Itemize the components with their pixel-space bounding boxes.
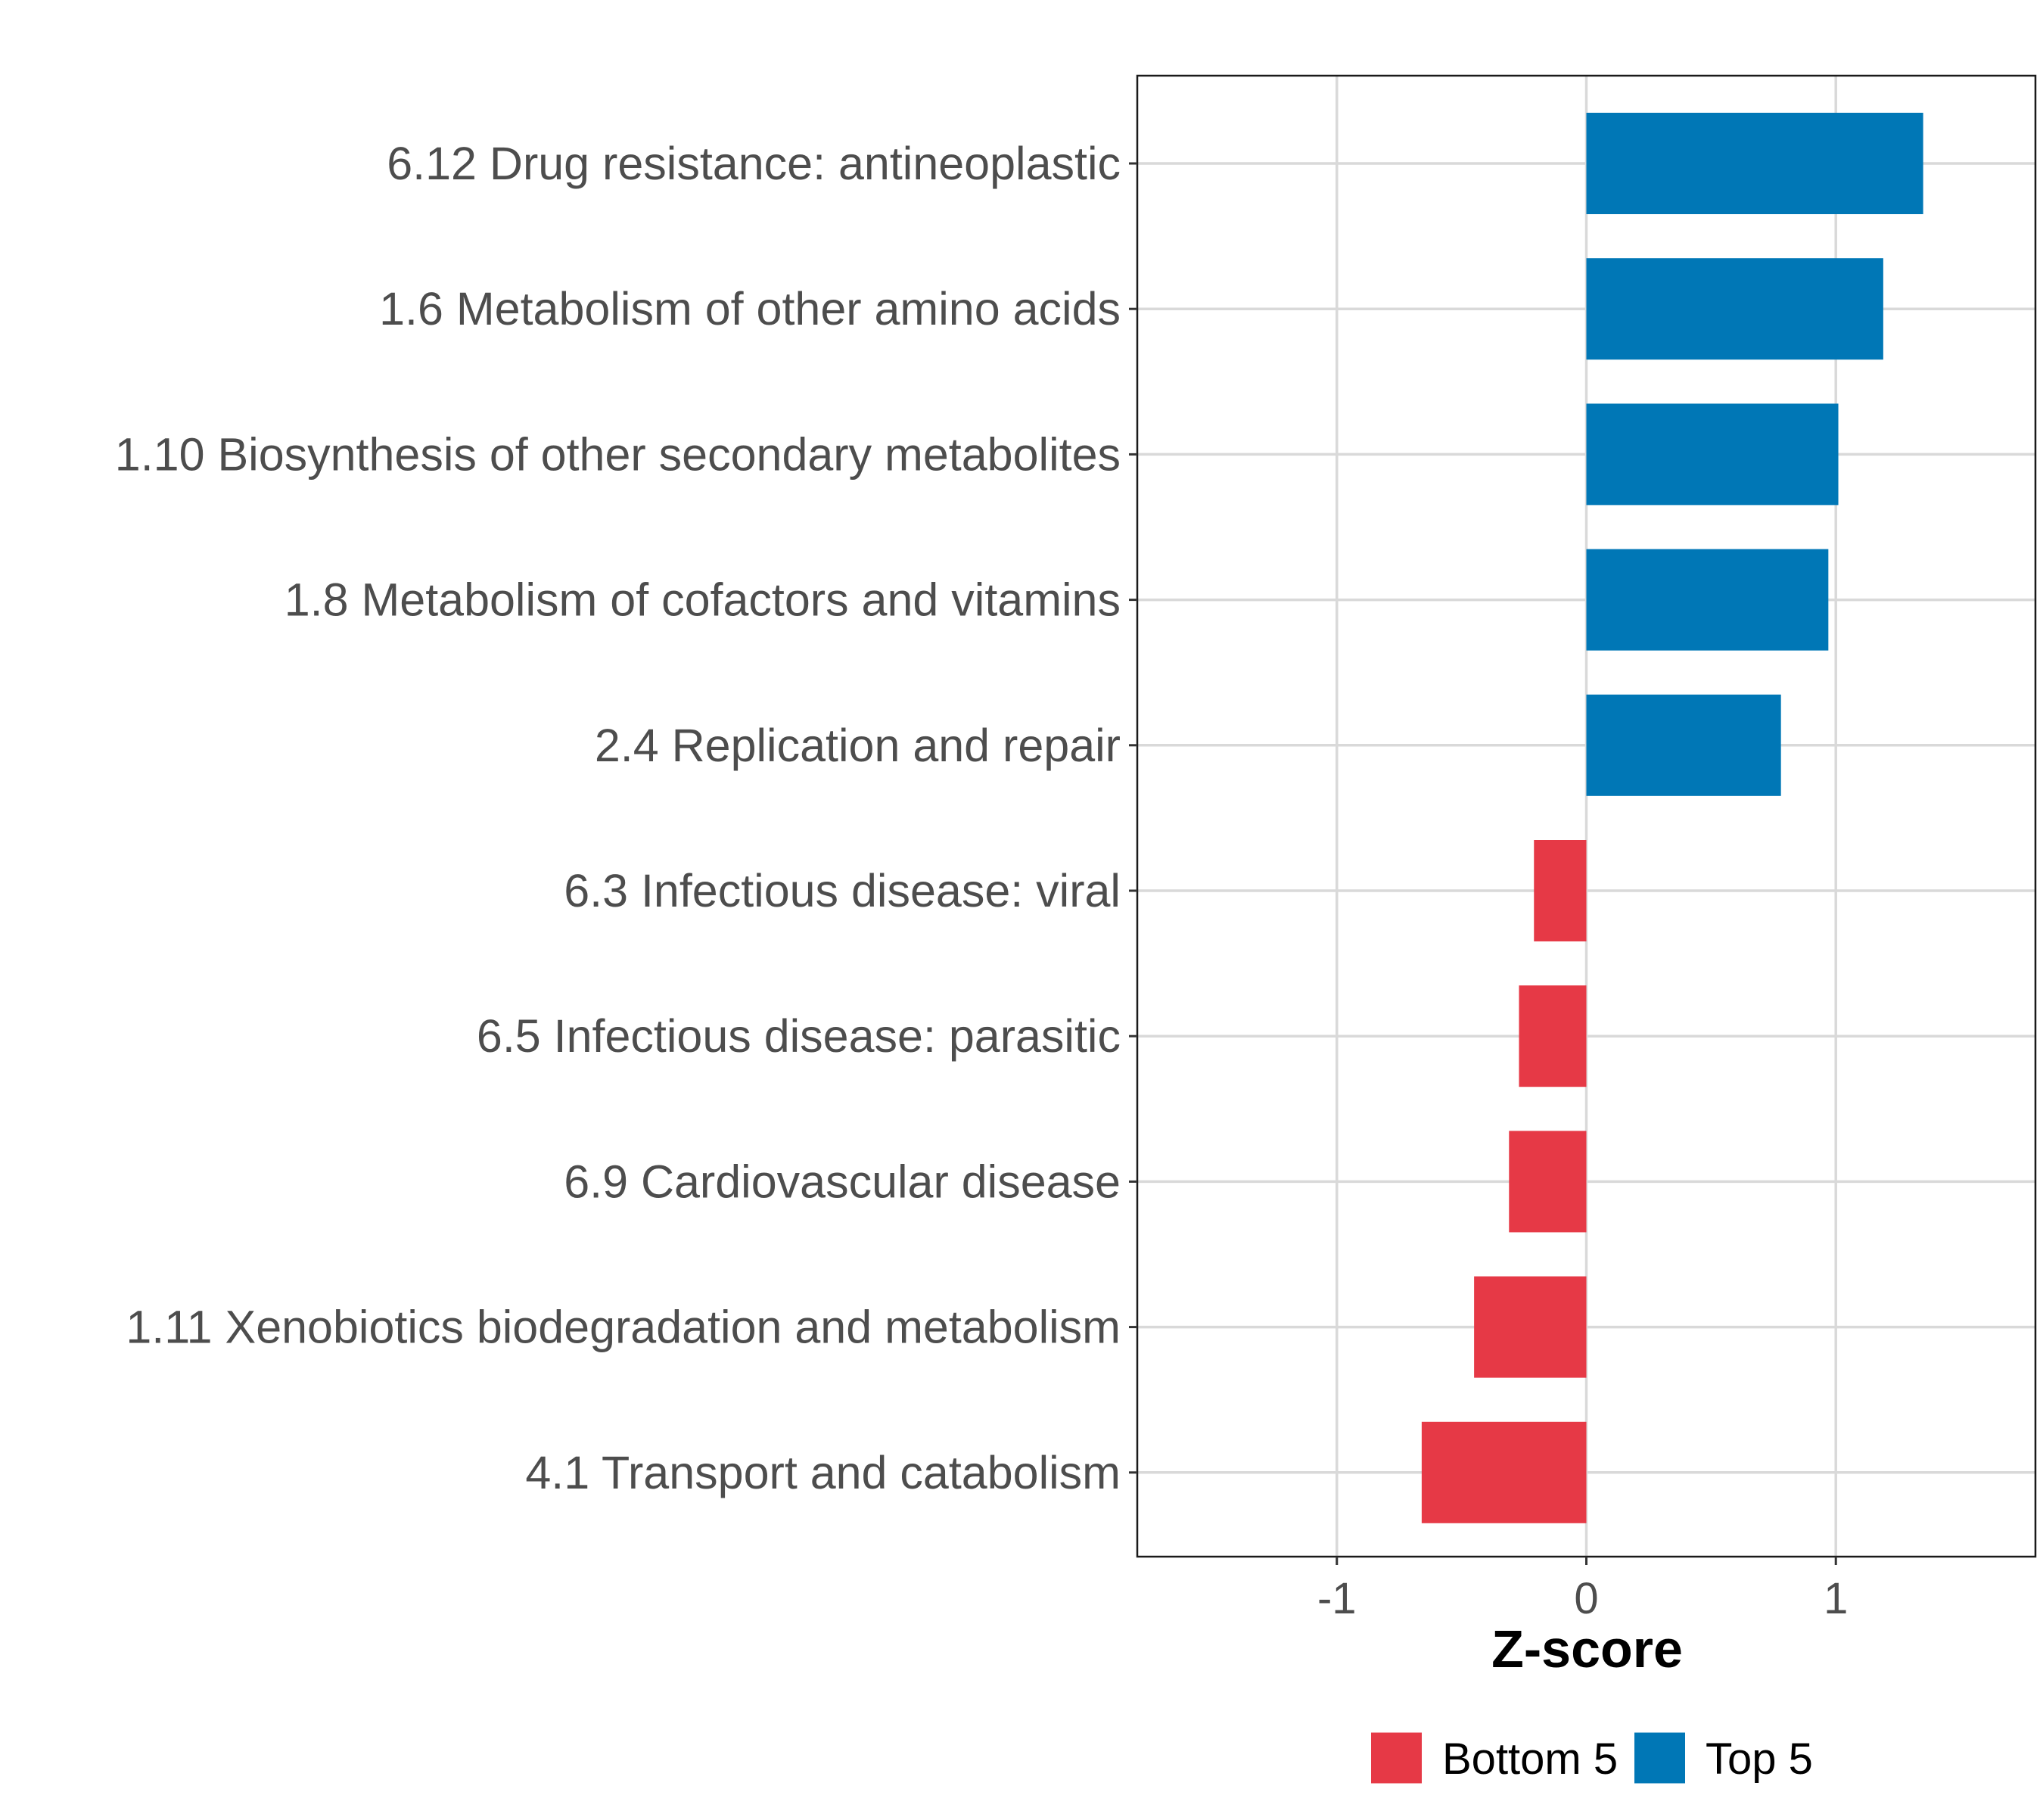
y-tick-label: 1.10 Biosynthesis of other secondary met… [115, 428, 1121, 480]
legend: Bottom 5 Top 5 [1371, 1732, 1813, 1784]
y-tick-label: 2.4 Replication and repair [595, 720, 1121, 771]
bar [1474, 1276, 1587, 1378]
bar [1586, 113, 1923, 214]
x-tick-label: 1 [1824, 1574, 1848, 1623]
axes: 6.12 Drug resistance: antineoplastic 1.6 … [115, 138, 1849, 1623]
y-tick-label: 6.3 Infectious disease: viral [564, 865, 1121, 916]
bar [1586, 258, 1883, 360]
y-tick-label: 1.6 Metabolism of other amino acids [379, 283, 1121, 334]
bars [1421, 113, 1923, 1523]
y-tick-label: 4.1 Transport and catabolism [525, 1447, 1121, 1498]
bar [1586, 549, 1829, 651]
bar [1509, 1131, 1587, 1233]
x-tick-label: -1 [1317, 1574, 1357, 1623]
legend-label: Top 5 [1706, 1734, 1813, 1784]
y-tick-label: 6.5 Infectious disease: parasitic [477, 1010, 1121, 1062]
legend-key [1371, 1732, 1422, 1784]
y-tick-label: 6.12 Drug resistance: antineoplastic [387, 138, 1121, 189]
y-tick-label: 1.11 Xenobiotics biodegradation and meta… [126, 1302, 1121, 1353]
bar [1534, 840, 1587, 941]
bar [1586, 694, 1781, 796]
legend-label: Bottom 5 [1442, 1734, 1618, 1784]
bar [1519, 985, 1587, 1087]
x-tick-label: 0 [1574, 1574, 1598, 1623]
bar [1586, 403, 1839, 506]
bar [1421, 1421, 1587, 1523]
y-tick-label: 6.9 Cardiovascular disease [564, 1156, 1121, 1207]
y-tick-label: 1.8 Metabolism of cofactors and vitamins [285, 574, 1121, 626]
x-axis-title: Z-score [1491, 1619, 1683, 1678]
legend-key [1634, 1732, 1685, 1784]
